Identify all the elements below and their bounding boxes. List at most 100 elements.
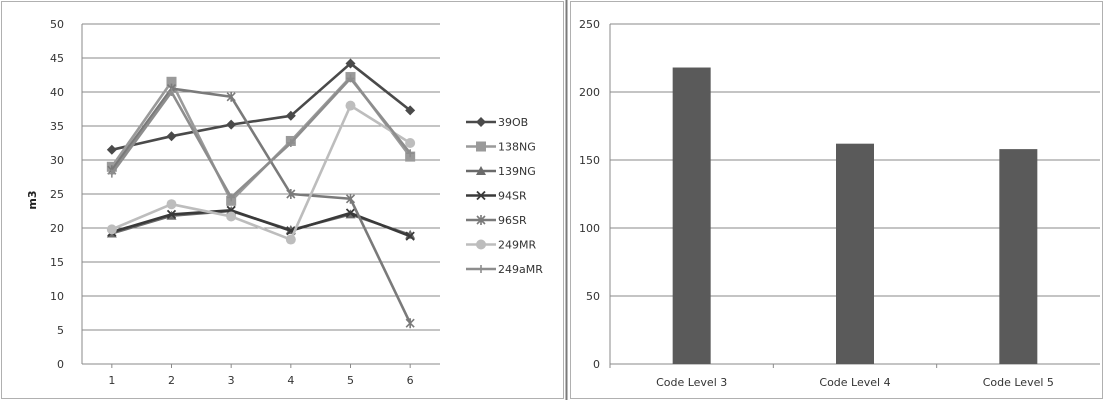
line-chart-x-tick-2: 2 (168, 374, 175, 387)
bar-chart-category-labels: Code Level 3 Code Level 4 Code Level 5 (656, 376, 1054, 389)
point-249mr-5 (345, 100, 356, 111)
point-249mr-1 (106, 224, 117, 235)
bar-code-level-4 (836, 143, 874, 364)
line-chart-y-axis-label: m3 (26, 190, 39, 209)
point-39ob-3 (226, 119, 237, 130)
point-249amr-4 (286, 139, 295, 147)
point-96sr-5 (345, 193, 356, 204)
legend-entry-249mr: 249MR (466, 239, 536, 252)
bar-chart-category-code-level-3: Code Level 3 (656, 376, 727, 389)
line-chart-y-tick-10: 10 (50, 290, 64, 303)
legend-marker-249amr (477, 265, 485, 273)
bar-chart-axes (609, 24, 938, 368)
series-249amr (107, 74, 415, 202)
point-249mr-3 (226, 211, 237, 222)
point-39ob-1 (106, 144, 117, 155)
line-chart-y-tick-20: 20 (50, 222, 64, 235)
legend-marker-138ng (476, 141, 486, 152)
line-chart-legend: 39OB 138NG 139NG 94SR 96SR 249MR 249aMR (466, 116, 543, 276)
legend-entry-139ng: 139NG (466, 165, 536, 178)
legend-marker-96sr (476, 215, 486, 225)
point-96sr-4 (286, 189, 296, 199)
legend-entry-94sr: 94SR (466, 190, 527, 203)
bar-chart-y-tick-100: 100 (579, 222, 600, 235)
legend-marker-94sr (476, 190, 486, 201)
bar-chart-category-code-level-5: Code Level 5 (983, 376, 1054, 389)
line-chart-x-tick-3: 3 (228, 374, 235, 387)
bar-chart: 0 50 100 150 200 250 Code Level 3 Code Level 4… (579, 18, 1100, 389)
bar-code-level-5 (999, 149, 1038, 364)
point-249mr-4 (285, 234, 296, 245)
line-chart-y-tick-labels: 0 5 10 15 20 25 30 35 40 45 50 (50, 18, 64, 371)
legend-marker-39ob (476, 117, 486, 127)
bar-chart-y-tick-50: 50 (586, 290, 600, 303)
legend-entry-249amr: 249aMR (466, 263, 543, 276)
point-249mr-2 (166, 199, 177, 210)
point-39ob-4 (285, 110, 296, 121)
line-chart-series (106, 58, 416, 329)
point-39ob-2 (166, 131, 177, 142)
point-249amr-5 (346, 74, 355, 83)
line-chart-y-tick-40: 40 (50, 86, 64, 99)
bar-chart-y-tick-0: 0 (593, 358, 600, 371)
point-39ob-6 (405, 105, 416, 116)
point-138ng-2 (166, 76, 177, 87)
point-94sr-2 (166, 209, 177, 220)
line-chart-y-tick-50: 50 (50, 18, 64, 31)
point-39ob-5 (345, 58, 356, 69)
legend-label-139ng: 139NG (498, 165, 536, 178)
line-chart-y-tick-45: 45 (50, 52, 64, 65)
point-94sr-6 (405, 231, 415, 241)
line-chart-y-tick-0: 0 (57, 358, 64, 371)
point-249amr-1 (107, 169, 116, 178)
line-chart-y-tick-5: 5 (57, 324, 64, 337)
legend-entry-96sr: 96SR (466, 214, 527, 227)
legend-label-138ng: 138NG (498, 141, 536, 154)
legend-label-96sr: 96SR (498, 214, 527, 227)
legend-entry-39ob: 39OB (466, 116, 528, 129)
legend-label-94sr: 94SR (498, 190, 527, 203)
line-chart-x-tick-6: 6 (407, 374, 414, 387)
line-chart-x-tick-labels: 1 2 3 4 5 6 (108, 374, 413, 387)
series-39ob (106, 58, 416, 155)
series-line-249amr (110, 77, 412, 199)
point-96sr-6 (405, 318, 415, 329)
line-chart-y-tick-15: 15 (50, 256, 64, 269)
series-249mr (106, 100, 416, 245)
legend-label-249amr: 249aMR (498, 263, 543, 276)
point-249amr-3 (227, 193, 236, 202)
bar-code-level-3 (672, 67, 711, 365)
point-96sr-3 (226, 91, 236, 102)
line-chart-x-tick-1: 1 (108, 374, 115, 387)
bar-chart-bars (672, 67, 1038, 365)
line-chart-y-tick-25: 25 (50, 188, 64, 201)
legend-marker-139ng (476, 166, 486, 175)
bar-chart-category-code-level-4: Code Level 4 (819, 376, 890, 389)
line-chart-gridlines (82, 23, 440, 365)
legend-label-39ob: 39OB (498, 116, 528, 129)
series-line-249mr (111, 104, 411, 241)
legend-label-249mr: 249MR (498, 239, 536, 252)
left-panel-border (1, 1, 564, 399)
point-249amr-2 (167, 88, 176, 96)
line-chart-x-tick-4: 4 (287, 374, 294, 387)
bar-chart-y-tick-250: 250 (579, 18, 600, 31)
line-chart-x-tick-5: 5 (347, 374, 354, 387)
bar-chart-y-tick-labels: 0 50 100 150 200 250 (579, 18, 600, 371)
line-chart-axes (81, 24, 411, 368)
line-chart-y-tick-30: 30 (50, 154, 64, 167)
series-line-39ob (111, 62, 411, 152)
point-94sr-5 (345, 208, 356, 218)
point-249mr-6 (405, 138, 416, 148)
bar-chart-y-tick-200: 200 (579, 86, 600, 99)
bar-chart-y-tick-150: 150 (579, 154, 600, 167)
line-chart-y-tick-35: 35 (50, 120, 64, 133)
legend-entry-138ng: 138NG (466, 141, 536, 154)
point-249amr-6 (406, 149, 415, 158)
series-line-96sr (110, 87, 412, 324)
right-panel-border (570, 1, 1103, 399)
legend-marker-249mr (476, 239, 486, 250)
